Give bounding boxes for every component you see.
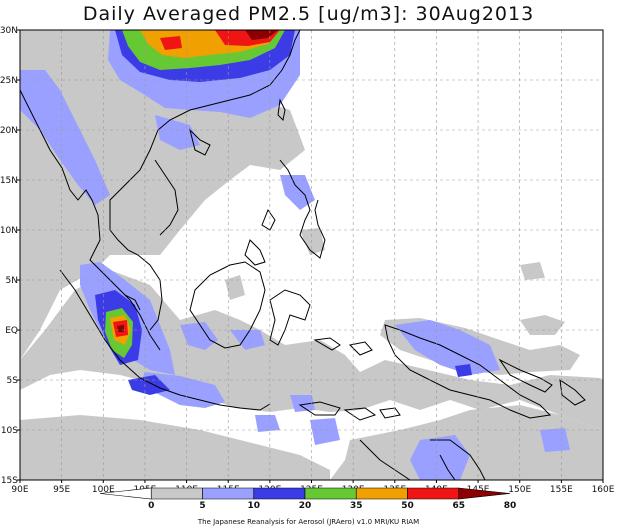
colorbar	[99, 487, 511, 500]
colorbar-label: 0	[148, 501, 154, 511]
lat-label: 15N	[0, 176, 18, 186]
lon-label: 155E	[550, 485, 573, 495]
lon-label: 150E	[508, 485, 531, 495]
gridlines	[20, 30, 603, 480]
colorbar-label: 5	[199, 501, 205, 511]
colorbar-labels: 0 5 10 20 35 50 65 80	[148, 501, 516, 511]
lat-label: 10S	[1, 426, 18, 436]
colorbar-swatch	[202, 487, 255, 500]
colorbar-label: 20	[299, 501, 312, 511]
map-title: Daily Averaged PM2.5 [ug/m3]: 30Aug2013	[82, 3, 535, 25]
colorbar-swatch	[458, 487, 511, 500]
lat-label: 25N	[0, 76, 18, 86]
lat-label: 30N	[0, 26, 18, 36]
colorbar-label: 65	[452, 501, 465, 511]
lat-label: 5S	[7, 376, 19, 386]
coastlines	[20, 30, 586, 480]
lat-label: 20N	[0, 126, 18, 136]
lat-labels: 15S 10S 5S EQ 5N 10N 15N 20N 25N 30N	[0, 26, 18, 486]
credit-text: The Japanese Reanalysis for Aerosol (JRA…	[197, 518, 420, 526]
lon-label: 160E	[592, 485, 615, 495]
colorbar-swatch	[253, 487, 306, 500]
lat-label: 10N	[0, 226, 18, 236]
lon-label: 90E	[11, 485, 28, 495]
colorbar-label: 10	[247, 501, 260, 511]
colorbar-swatch	[407, 487, 460, 500]
colorbar-swatch	[150, 487, 203, 500]
lat-label: EQ	[5, 326, 18, 336]
tick-marks	[17, 29, 604, 483]
colorbar-swatch	[304, 487, 357, 500]
lon-label: 100E	[92, 485, 115, 495]
colorbar-label: 50	[401, 501, 414, 511]
colorbar-swatch	[355, 487, 408, 500]
lat-label: 5N	[6, 276, 18, 286]
colorbar-label: 35	[350, 501, 363, 511]
colorbar-label: 80	[504, 501, 517, 511]
lat-label: 15S	[1, 476, 18, 486]
lon-label: 95E	[53, 485, 70, 495]
